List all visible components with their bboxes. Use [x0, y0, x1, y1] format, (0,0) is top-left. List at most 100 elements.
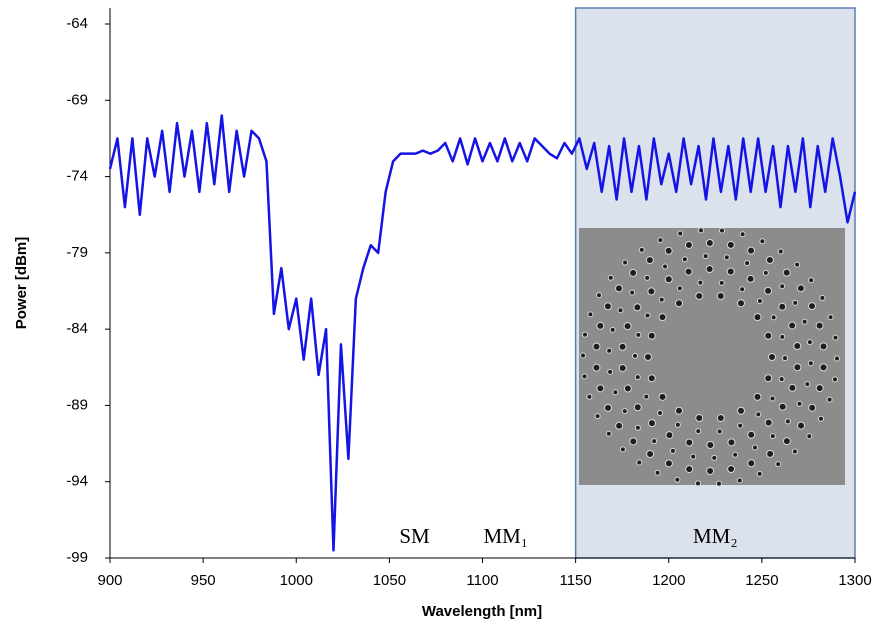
inset-hole [647, 287, 656, 296]
inset-hole [675, 406, 683, 415]
inset-hole [791, 448, 798, 455]
inset-hole [769, 433, 776, 440]
inset-hole [732, 451, 739, 458]
inset-hole [621, 408, 628, 415]
inset-hole [762, 269, 769, 276]
x-tick-label: 1050 [373, 572, 406, 589]
inset-hole [737, 406, 745, 415]
inset-hole [788, 321, 797, 330]
inset-hole [629, 289, 636, 296]
inset-hole [747, 246, 756, 255]
inset-hole [755, 411, 762, 418]
inset-hole [793, 363, 802, 372]
inset-hole [723, 254, 730, 261]
inset-hole [819, 342, 828, 351]
inset-hole [596, 321, 605, 330]
inset-hole [797, 421, 806, 430]
inset-hole [647, 374, 656, 383]
inset-hole [606, 347, 613, 354]
inset-hole [747, 459, 756, 468]
inset-hole [604, 403, 613, 412]
inset-hole [779, 333, 786, 340]
inset-hole [658, 392, 667, 401]
inset-hole [706, 466, 715, 475]
inset-hole [684, 267, 693, 276]
x-tick-label: 1250 [745, 572, 778, 589]
inset-hole [657, 237, 664, 244]
inset-hole [681, 256, 688, 263]
inset-hole [808, 277, 815, 284]
inset-hole [629, 268, 638, 277]
inset-hole [764, 418, 773, 427]
inset-hole [587, 311, 594, 318]
inset-hole [644, 274, 651, 281]
inset-hole [617, 307, 624, 314]
inset-hole [607, 368, 614, 375]
inset-hole [788, 383, 797, 392]
y-tick-label: -89 [66, 396, 88, 413]
inset-hole [698, 227, 705, 234]
inset-hole [739, 231, 746, 238]
inset-hole [711, 454, 718, 461]
axes: -99 -94 -89 -84 -79 -74 -69 -64 900 950 1000 1050 11… [66, 8, 872, 589]
inset-hole [674, 421, 681, 428]
inset-hole [705, 265, 714, 274]
inset-hole [832, 376, 839, 383]
inset-hole [646, 449, 655, 458]
inset-hole [581, 373, 588, 380]
inset-hole [807, 302, 816, 311]
inset-hole [806, 433, 813, 440]
inset-hole [664, 246, 673, 255]
inset-hole [833, 355, 840, 362]
inset-hole [759, 238, 766, 245]
inset-hole [726, 267, 735, 276]
inset-hole [736, 477, 743, 484]
inset-hole [778, 376, 785, 383]
inset-hole [801, 318, 808, 325]
inset-hole [784, 418, 791, 425]
inset-hole [644, 312, 651, 319]
inset-hole [715, 480, 722, 487]
inset-hole [638, 246, 645, 253]
inset-hole [775, 461, 782, 468]
inset-hole [634, 374, 641, 381]
inset-hole [633, 403, 642, 412]
inset-hole [753, 313, 762, 322]
inset-hole [832, 334, 839, 341]
x-axis-title: Wavelength [nm] [422, 603, 542, 620]
inset-hole [685, 438, 694, 447]
inset-hole [647, 419, 656, 428]
inset-hole [629, 437, 638, 446]
inset-hole [716, 291, 725, 300]
inset-hole [737, 422, 744, 429]
inset-hole [695, 291, 704, 300]
inset-hole [737, 299, 745, 308]
inset-hole [618, 342, 627, 351]
inset-hole [808, 403, 817, 412]
inset-hole [815, 321, 824, 330]
inset-hole [751, 444, 758, 451]
inset-hole [614, 284, 623, 293]
inset-hole [815, 384, 824, 393]
inset-hole [718, 227, 725, 234]
inset-hole [684, 240, 693, 249]
inset-hole [675, 299, 683, 308]
inset-hole [594, 413, 601, 420]
inset-hole [727, 438, 736, 447]
inset-hole [592, 363, 601, 372]
inset-hole [764, 286, 773, 295]
inset-hole [645, 256, 654, 265]
inset-hole [716, 414, 725, 423]
inset-hole [622, 259, 629, 266]
inset-hole [817, 415, 824, 422]
inset-hole [695, 414, 704, 423]
inset-hole [766, 449, 775, 458]
inset-hole [657, 409, 664, 416]
inset-hole [770, 314, 777, 321]
inset-hole [804, 381, 811, 388]
inset-hole [781, 355, 788, 362]
inset-hole [633, 303, 642, 312]
inset-hole [674, 476, 681, 483]
